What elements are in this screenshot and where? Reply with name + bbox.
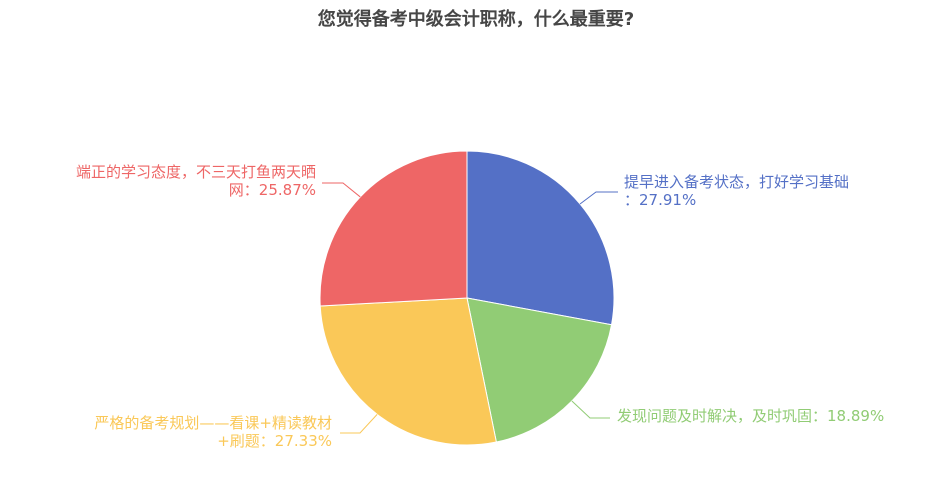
label-leader-line: [340, 414, 378, 434]
label-leader-line: [571, 400, 610, 419]
slice-label: 端正的学习态度，不三天打鱼两天晒: [76, 163, 316, 181]
slice-label: +刷题：27.33%: [217, 432, 332, 450]
slice-label: 网：25.87%: [229, 181, 316, 199]
slice-label: 严格的备考规划——看课+精读教材: [94, 414, 332, 432]
chart-title: 您觉得备考中级会计职称，什么最重要?: [318, 8, 634, 30]
label-leader-line: [322, 182, 361, 198]
slice-label: 发现问题及时解决，及时巩固：18.89%: [617, 407, 884, 425]
pie-slice[interactable]: [466, 150, 615, 326]
label-leader-line: [579, 191, 618, 205]
slice-label: 提早进入备考状态，打好学习基础: [624, 173, 849, 191]
pie-slice[interactable]: [319, 297, 497, 446]
slice-label: ：27.91%: [624, 191, 696, 209]
pie-slice[interactable]: [319, 150, 468, 307]
